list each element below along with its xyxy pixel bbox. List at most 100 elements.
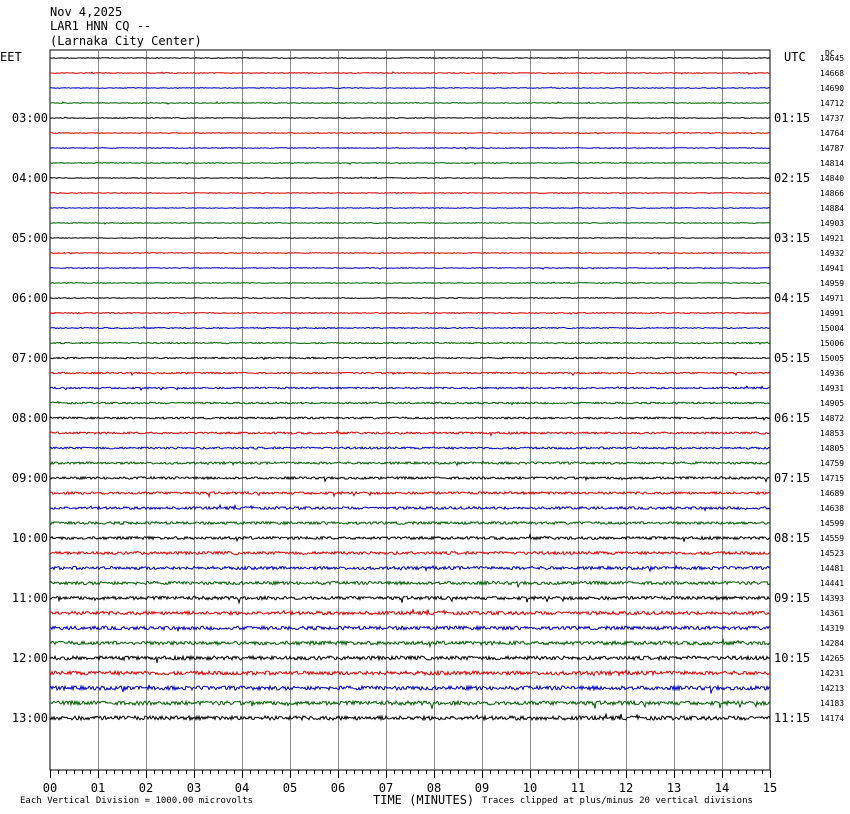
seismic-trace xyxy=(49,638,771,649)
dc-offset-label: 14764 xyxy=(820,129,844,138)
seismic-trace xyxy=(49,699,771,710)
seismic-trace xyxy=(49,206,771,210)
left-hour-label: 11:00 xyxy=(12,591,48,605)
dc-offset-label: 14805 xyxy=(820,444,844,453)
seismic-trace xyxy=(49,385,770,392)
seismic-trace xyxy=(49,191,771,195)
dc-offset-label: 14599 xyxy=(820,519,844,528)
dc-offset-label: 14265 xyxy=(820,654,844,663)
x-tick-label: 13 xyxy=(667,781,681,795)
seismic-trace xyxy=(49,475,771,483)
dc-offset-label: 14921 xyxy=(820,234,844,243)
x-axis-label: TIME (MINUTES) xyxy=(373,793,475,807)
dc-offset-label: 14174 xyxy=(820,714,844,723)
x-tick-label: 10 xyxy=(523,781,537,795)
seismic-trace xyxy=(49,624,771,632)
dc-offset-label: 14183 xyxy=(820,699,844,708)
seismic-trace xyxy=(49,281,771,285)
seismic-trace xyxy=(49,503,771,512)
dc-offset-label: 14931 xyxy=(820,384,844,393)
dc-offset-label: 14941 xyxy=(820,264,844,273)
dc-offset-label: 14523 xyxy=(820,549,844,558)
scale-note: Each Vertical Division = 1000.00 microvo… xyxy=(20,796,253,806)
x-tick-label: 04 xyxy=(235,781,249,795)
x-tick-label: 02 xyxy=(139,781,153,795)
dc-offset-label: 14884 xyxy=(820,204,844,213)
dc-offset-label: 14559 xyxy=(820,534,844,543)
right-hour-label: 06:15 xyxy=(774,411,810,425)
left-hour-label: 09:00 xyxy=(12,471,48,485)
seismic-trace xyxy=(49,594,771,605)
seismic-trace xyxy=(50,71,771,75)
x-tick-label: 15 xyxy=(763,781,777,795)
left-hour-label: 06:00 xyxy=(12,291,48,305)
plot-frame xyxy=(49,49,771,771)
dc-offset-label: 15004 xyxy=(820,324,844,333)
seismic-trace xyxy=(49,296,771,300)
dc-offset-label: 14905 xyxy=(820,399,844,408)
right-hour-label: 02:15 xyxy=(774,171,810,185)
right-hour-label: 10:15 xyxy=(774,651,810,665)
x-tick-label: 08 xyxy=(427,781,441,795)
seismic-trace xyxy=(49,86,771,90)
left-hour-label: 03:00 xyxy=(12,111,48,125)
right-axis-title: UTC xyxy=(784,50,806,64)
station-code: LAR1 HNN CQ -- xyxy=(50,19,152,33)
dc-offset-label: 14638 xyxy=(820,504,844,513)
dc-offset-label: 14866 xyxy=(820,189,844,198)
seismic-trace xyxy=(49,550,771,556)
dc-offset-label: 14715 xyxy=(820,474,844,483)
left-hour-label: 04:00 xyxy=(12,171,48,185)
clip-note: Traces clipped at plus/minus 20 vertical… xyxy=(482,796,753,806)
seismic-trace xyxy=(49,564,771,573)
seismic-trace xyxy=(49,445,771,451)
seismic-trace xyxy=(49,236,771,240)
right-hour-label: 04:15 xyxy=(774,291,810,305)
seismic-trace xyxy=(49,161,771,165)
dc-offset-label: 14361 xyxy=(820,609,844,618)
seismic-trace xyxy=(49,429,771,438)
x-tick-label: 07 xyxy=(379,781,393,795)
dc-offset-label: 14853 xyxy=(820,429,844,438)
dc-offset-label: 14393 xyxy=(820,594,844,603)
left-hour-label: 08:00 xyxy=(12,411,48,425)
right-hour-label: 09:15 xyxy=(774,591,810,605)
station-location: (Larnaka City Center) xyxy=(50,34,202,48)
plot-date: Nov 4,2025 xyxy=(50,5,123,19)
seismic-trace xyxy=(49,176,771,180)
left-axis-title: EET xyxy=(0,50,22,64)
seismic-trace xyxy=(49,400,771,406)
x-tick-label: 01 xyxy=(91,781,105,795)
dc-offset-label: 14840 xyxy=(820,174,844,183)
right-hour-label: 05:15 xyxy=(774,351,810,365)
left-hour-label: 05:00 xyxy=(12,231,48,245)
dc-title: DC xyxy=(825,49,835,58)
x-tick-label: 00 xyxy=(43,781,57,795)
right-hour-label: 08:15 xyxy=(774,531,810,545)
seismic-trace xyxy=(49,116,771,120)
dc-offset-label: 14319 xyxy=(820,624,844,633)
dc-offset-label: 14932 xyxy=(820,249,844,258)
dc-offset-label: 14991 xyxy=(820,309,844,318)
x-tick-label: 14 xyxy=(715,781,729,795)
x-tick-label: 11 xyxy=(571,781,585,795)
seismic-trace xyxy=(49,341,771,345)
x-tick-label: 05 xyxy=(283,781,297,795)
dc-offset-label: 14668 xyxy=(820,69,844,78)
dc-offset-label: 14737 xyxy=(820,114,844,123)
seismic-trace xyxy=(49,669,771,677)
seismic-trace xyxy=(49,356,771,361)
x-tick-label: 03 xyxy=(187,781,201,795)
x-tick-label: 06 xyxy=(331,781,345,795)
left-hour-label: 07:00 xyxy=(12,351,48,365)
seismic-trace xyxy=(49,713,771,722)
x-tick-label: 09 xyxy=(475,781,489,795)
seismic-trace xyxy=(49,416,771,421)
dc-offset-label: 14712 xyxy=(820,99,844,108)
seismic-trace xyxy=(49,490,771,499)
dc-offset-label: 14690 xyxy=(820,84,844,93)
dc-offset-label: 14689 xyxy=(820,489,844,498)
seismic-trace xyxy=(49,684,771,694)
right-hour-label: 11:15 xyxy=(774,711,810,725)
right-hour-label: 03:15 xyxy=(774,231,810,245)
